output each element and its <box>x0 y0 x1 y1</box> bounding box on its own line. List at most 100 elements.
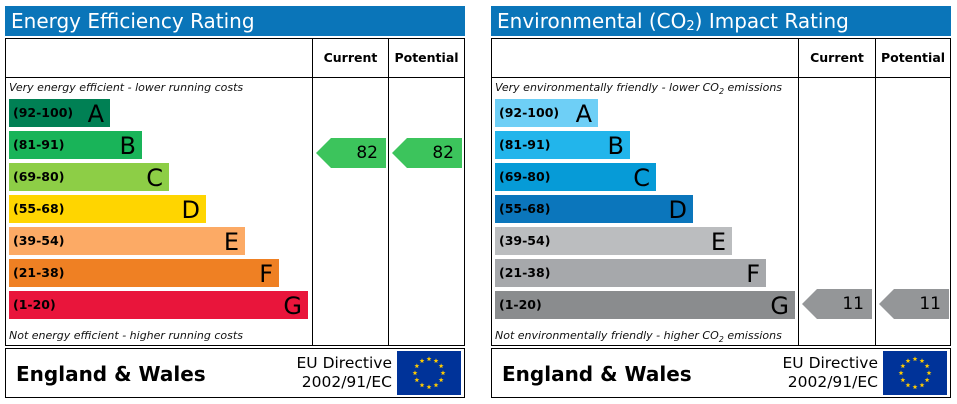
band-letter: E <box>223 228 239 256</box>
directive-line: EU Directive <box>782 354 879 372</box>
potential-rating-arrow: 82 <box>392 138 462 168</box>
band-letter: A <box>87 100 104 128</box>
energy-chart: Current Potential Very energy efficient … <box>5 38 465 346</box>
column-divider <box>388 39 389 345</box>
eu-star-icon <box>419 382 425 388</box>
band-letter: G <box>770 292 789 320</box>
note-prefix: Very environmentally friendly - lower CO <box>495 81 719 94</box>
top-note: Very energy efficient - lower running co… <box>9 81 244 94</box>
arrow-shape <box>879 289 949 319</box>
note-subscript: 2 <box>718 87 725 97</box>
eu-star-icon <box>433 382 439 388</box>
band-range: (81-91) <box>499 137 551 152</box>
band-range: (39-54) <box>13 233 65 248</box>
band-range: (55-68) <box>499 201 551 216</box>
band-range: (21-38) <box>13 265 65 280</box>
environmental-title: Environmental (CO2) Impact Rating <box>491 6 951 36</box>
eu-star-icon <box>919 358 925 363</box>
eu-star-icon <box>912 384 918 390</box>
bottom-note: Not energy efficient - higher running co… <box>9 329 243 342</box>
band-c: (69-80) C <box>495 163 656 192</box>
environmental-chart: Current Potential Very environmentally f… <box>491 38 951 346</box>
band-letter: D <box>668 196 687 224</box>
eu-star-icon <box>414 363 420 369</box>
band-range: (81-91) <box>13 137 65 152</box>
region-label: England & Wales <box>16 362 206 386</box>
band-range: (1-20) <box>13 297 56 312</box>
arrow-shape <box>392 138 462 168</box>
band-range: (92-100) <box>499 105 560 120</box>
potential-rating-arrow: 11 <box>879 289 949 319</box>
environmental-footer: England & Wales EU Directive 2002/91/EC <box>491 348 951 398</box>
title-subscript: 2 <box>686 19 695 34</box>
band-f: (21-38) F <box>9 259 279 288</box>
band-g: (1-20) G <box>495 291 795 320</box>
band-d: (55-68) D <box>495 195 693 224</box>
bottom-note: Not environmentally friendly - higher CO… <box>495 329 782 344</box>
band-a: (92-100) A <box>495 99 598 128</box>
directive-line: EU Directive <box>296 354 393 372</box>
current-rating-value: 11 <box>842 294 864 314</box>
eu-star-icon <box>905 358 911 363</box>
arrow-shape <box>316 138 386 168</box>
top-note: Very environmentally friendly - lower CO… <box>495 81 782 96</box>
column-divider <box>875 39 876 345</box>
band-range: (39-54) <box>499 233 551 248</box>
band-range: (55-68) <box>13 201 65 216</box>
eu-star-icon <box>414 377 420 383</box>
band-b: (81-91) B <box>495 131 630 160</box>
band-range: (69-80) <box>13 169 65 184</box>
band-g: (1-20) G <box>9 291 308 320</box>
current-column-header: Current <box>810 50 864 65</box>
header-divider <box>6 77 464 78</box>
eu-star-icon <box>905 382 911 388</box>
note-suffix: emissions <box>723 329 782 342</box>
band-d: (55-68) D <box>9 195 206 224</box>
environmental-impact-panel: Environmental (CO2) Impact Rating Curren… <box>491 6 951 398</box>
band-letter: B <box>607 132 624 160</box>
energy-footer: England & Wales EU Directive 2002/91/EC <box>5 348 465 398</box>
band-e: (39-54) E <box>9 227 245 256</box>
band-letter: G <box>283 292 302 320</box>
potential-rating-value: 82 <box>432 143 454 163</box>
band-f: (21-38) F <box>495 259 766 288</box>
column-divider <box>798 39 799 345</box>
eu-directive: EU Directive 2002/91/EC <box>262 354 393 392</box>
band-b: (81-91) B <box>9 131 142 160</box>
band-e: (39-54) E <box>495 227 732 256</box>
column-divider <box>312 39 313 345</box>
note-suffix: emissions <box>724 81 783 94</box>
title-prefix: Environmental (CO <box>497 9 687 33</box>
directive-number: 2002/91/EC <box>301 373 392 391</box>
eu-star-icon <box>426 356 432 362</box>
band-letter: B <box>119 132 136 160</box>
band-range: (69-80) <box>499 169 551 184</box>
title-suffix: ) Impact Rating <box>694 9 849 33</box>
band-letter: C <box>146 164 163 192</box>
eu-directive: EU Directive 2002/91/EC <box>748 354 879 392</box>
eu-star-icon <box>419 358 425 363</box>
energy-efficiency-panel: Energy Efficiency Rating Current Potenti… <box>5 6 465 398</box>
band-letter: A <box>575 100 592 128</box>
band-letter: E <box>710 228 726 256</box>
eu-star-icon <box>900 377 906 383</box>
arrow-shape <box>802 289 872 319</box>
note-prefix: Not environmentally friendly - higher CO <box>495 329 719 342</box>
energy-title: Energy Efficiency Rating <box>5 6 465 36</box>
potential-column-header: Potential <box>880 50 946 65</box>
eu-star-icon <box>433 358 439 363</box>
potential-column-header: Potential <box>394 50 459 65</box>
band-range: (21-38) <box>499 265 551 280</box>
eu-star-icon <box>912 356 918 362</box>
eu-star-icon <box>924 377 930 383</box>
eu-flag-icon <box>883 351 947 395</box>
band-range: (92-100) <box>13 105 74 120</box>
eu-star-icon <box>412 370 418 376</box>
eu-star-icon <box>900 363 906 369</box>
eu-star-icon <box>440 370 446 376</box>
band-c: (69-80) C <box>9 163 169 192</box>
header-divider <box>492 77 950 78</box>
eu-flag-icon <box>397 351 461 395</box>
band-letter: F <box>746 260 760 288</box>
current-rating-arrow: 11 <box>802 289 872 319</box>
